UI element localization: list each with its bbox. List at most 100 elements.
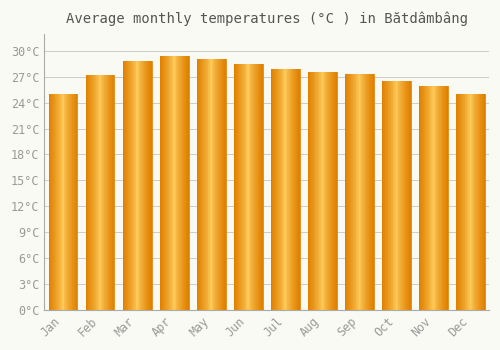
Bar	[440, 86, 442, 310]
Bar	[184, 56, 185, 310]
Bar	[110, 75, 111, 310]
Bar	[480, 94, 481, 310]
Bar	[424, 86, 426, 310]
Bar	[198, 59, 199, 310]
Bar	[444, 86, 445, 310]
Bar	[56, 94, 57, 310]
Bar	[399, 81, 400, 310]
Bar	[400, 81, 402, 310]
Bar	[250, 64, 251, 310]
Bar	[175, 56, 176, 310]
Bar	[470, 94, 471, 310]
Bar	[164, 56, 166, 310]
Bar	[484, 94, 485, 310]
Bar	[151, 61, 152, 310]
Bar	[347, 74, 348, 310]
Bar	[136, 61, 137, 310]
Bar	[330, 72, 331, 310]
Bar	[346, 74, 347, 310]
Bar	[403, 81, 404, 310]
Bar	[69, 94, 70, 310]
Bar	[323, 72, 324, 310]
Bar	[395, 81, 396, 310]
Bar	[94, 75, 95, 310]
Bar	[217, 59, 218, 310]
Bar	[73, 94, 74, 310]
Bar	[284, 69, 285, 310]
Bar	[222, 59, 224, 310]
Bar	[212, 59, 214, 310]
Bar	[394, 81, 395, 310]
Bar	[421, 86, 422, 310]
Bar	[286, 69, 288, 310]
Bar	[353, 74, 354, 310]
Bar	[274, 69, 275, 310]
Bar	[437, 86, 438, 310]
Bar	[290, 69, 291, 310]
Bar	[388, 81, 389, 310]
Bar	[390, 81, 391, 310]
Bar	[111, 75, 112, 310]
Bar	[219, 59, 220, 310]
Bar	[428, 86, 429, 310]
Bar	[246, 64, 248, 310]
Bar	[482, 94, 484, 310]
Bar	[251, 64, 252, 310]
Bar	[97, 75, 98, 310]
Bar	[150, 61, 151, 310]
Bar	[241, 64, 242, 310]
Bar	[249, 64, 250, 310]
Bar	[128, 61, 129, 310]
Bar	[122, 61, 124, 310]
Bar	[278, 69, 280, 310]
Bar	[275, 69, 276, 310]
Bar	[476, 94, 477, 310]
Bar	[439, 86, 440, 310]
Bar	[50, 94, 51, 310]
Bar	[321, 72, 322, 310]
Bar	[356, 74, 357, 310]
Bar	[130, 61, 132, 310]
Bar	[382, 81, 384, 310]
Bar	[355, 74, 356, 310]
Bar	[422, 86, 423, 310]
Bar	[398, 81, 399, 310]
Bar	[107, 75, 108, 310]
Bar	[260, 64, 261, 310]
Bar	[214, 59, 216, 310]
Bar	[397, 81, 398, 310]
Bar	[171, 56, 172, 310]
Bar	[318, 72, 320, 310]
Bar	[243, 64, 244, 310]
Bar	[430, 86, 431, 310]
Bar	[148, 61, 150, 310]
Bar	[479, 94, 480, 310]
Bar	[96, 75, 97, 310]
Bar	[276, 69, 278, 310]
Bar	[396, 81, 397, 310]
Bar	[62, 94, 63, 310]
Bar	[57, 94, 58, 310]
Bar	[127, 61, 128, 310]
Bar	[325, 72, 326, 310]
Bar	[137, 61, 138, 310]
Bar	[258, 64, 259, 310]
Bar	[447, 86, 448, 310]
Bar	[179, 56, 180, 310]
Bar	[169, 56, 170, 310]
Bar	[71, 94, 72, 310]
Bar	[419, 86, 420, 310]
Bar	[481, 94, 482, 310]
Bar	[322, 72, 323, 310]
Bar	[160, 56, 161, 310]
Bar	[349, 74, 350, 310]
Bar	[93, 75, 94, 310]
Bar	[271, 69, 272, 310]
Bar	[108, 75, 110, 310]
Bar	[335, 72, 336, 310]
Bar	[358, 74, 360, 310]
Bar	[55, 94, 56, 310]
Bar	[234, 64, 235, 310]
Bar	[464, 94, 466, 310]
Bar	[387, 81, 388, 310]
